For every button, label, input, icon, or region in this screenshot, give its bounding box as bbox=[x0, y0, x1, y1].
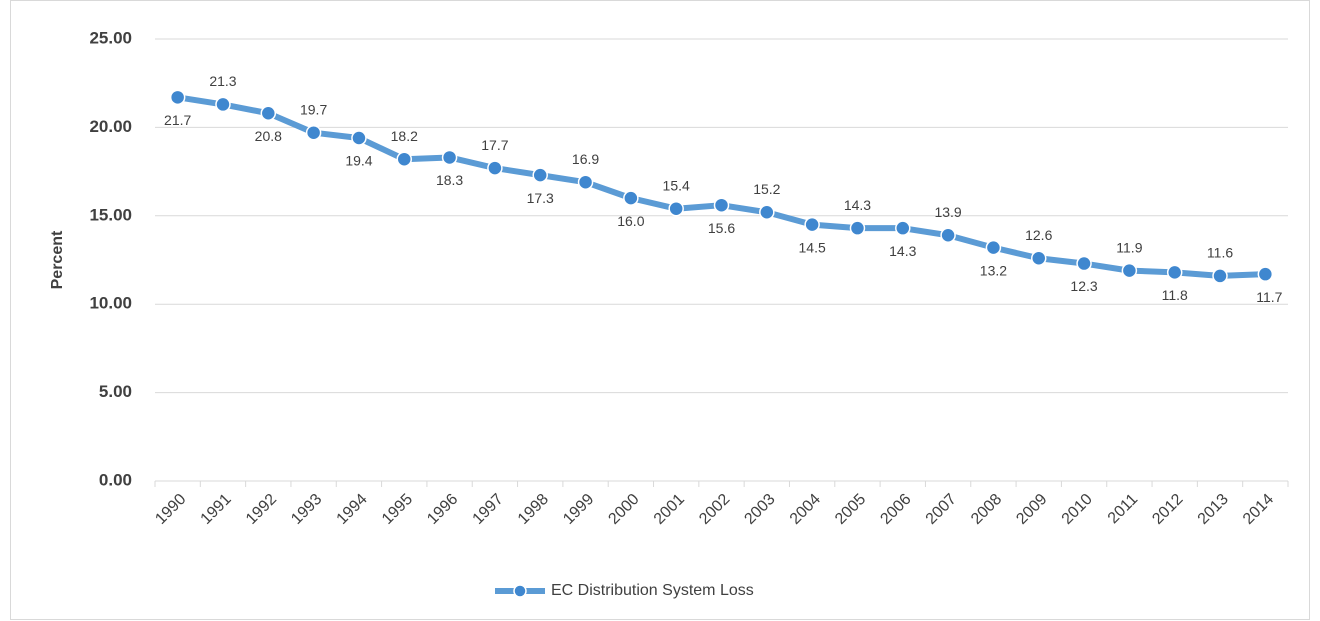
data-label: 20.8 bbox=[255, 128, 282, 144]
data-label: 19.4 bbox=[345, 153, 372, 169]
y-tick-label: 5.00 bbox=[99, 382, 132, 401]
y-axis-title: Percent bbox=[49, 230, 66, 289]
data-label: 18.2 bbox=[391, 128, 418, 144]
data-point bbox=[1030, 250, 1047, 266]
chart-border bbox=[10, 0, 1310, 620]
data-point bbox=[532, 167, 548, 183]
data-point bbox=[169, 89, 186, 106]
legend-label: EC Distribution System Loss bbox=[551, 582, 754, 599]
data-label: 21.3 bbox=[209, 73, 236, 89]
data-point bbox=[804, 216, 820, 233]
data-label: 14.3 bbox=[889, 243, 916, 259]
data-point bbox=[1212, 268, 1228, 284]
y-tick-label: 20.00 bbox=[89, 117, 132, 136]
data-label: 18.3 bbox=[436, 172, 463, 188]
data-label: 12.3 bbox=[1070, 278, 1097, 294]
data-point bbox=[1257, 266, 1274, 282]
y-tick-label: 15.00 bbox=[89, 205, 132, 224]
data-point bbox=[441, 149, 458, 166]
data-label: 13.9 bbox=[934, 204, 961, 220]
y-tick-label: 10.00 bbox=[89, 294, 132, 313]
data-point bbox=[215, 96, 231, 113]
data-label: 12.6 bbox=[1025, 227, 1052, 243]
data-point bbox=[940, 227, 956, 243]
data-point bbox=[1166, 264, 1183, 281]
data-point bbox=[260, 105, 277, 122]
data-point bbox=[895, 220, 911, 236]
data-point bbox=[849, 220, 866, 236]
data-point bbox=[577, 174, 594, 190]
data-label: 14.3 bbox=[844, 197, 871, 213]
data-label: 11.8 bbox=[1162, 287, 1188, 303]
data-label: 15.6 bbox=[708, 220, 735, 236]
data-point bbox=[713, 197, 730, 213]
data-point bbox=[985, 239, 1002, 256]
data-label: 16.9 bbox=[572, 151, 599, 167]
data-label: 15.2 bbox=[753, 181, 780, 197]
data-label: 11.7 bbox=[1256, 289, 1282, 305]
y-tick-label: 25.00 bbox=[89, 28, 132, 47]
data-point bbox=[1076, 255, 1092, 272]
data-label: 11.9 bbox=[1116, 239, 1142, 255]
data-point bbox=[351, 130, 367, 146]
data-label: 19.7 bbox=[300, 101, 327, 117]
data-point bbox=[396, 151, 413, 167]
data-point bbox=[759, 204, 775, 221]
data-label: 16.0 bbox=[617, 213, 644, 229]
data-label: 17.3 bbox=[527, 190, 554, 206]
data-label: 17.7 bbox=[481, 137, 508, 153]
data-point bbox=[1121, 262, 1138, 279]
legend-marker bbox=[513, 584, 527, 598]
data-point bbox=[623, 190, 639, 206]
data-label: 15.4 bbox=[663, 177, 690, 193]
data-label: 14.5 bbox=[799, 239, 826, 255]
data-label: 11.6 bbox=[1207, 245, 1233, 261]
y-tick-label: 0.00 bbox=[99, 470, 132, 489]
data-point bbox=[305, 124, 322, 141]
data-label: 21.7 bbox=[164, 112, 191, 128]
data-point bbox=[487, 160, 503, 176]
data-point bbox=[668, 200, 684, 217]
data-label: 13.2 bbox=[980, 262, 1007, 278]
